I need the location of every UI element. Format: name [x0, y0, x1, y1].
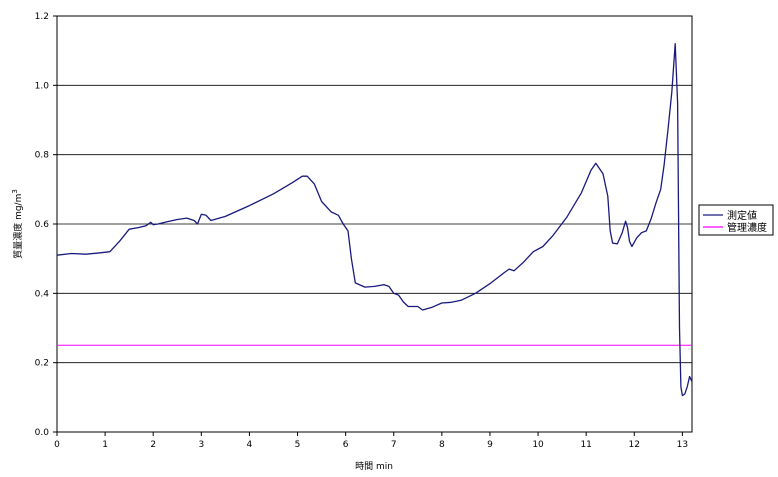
x-tick-label: 2 [150, 440, 156, 450]
x-tick-label: 0 [54, 440, 60, 450]
x-tick-label: 3 [198, 440, 204, 450]
y-axis-title: 質量濃度 mg/m3 [11, 189, 24, 259]
y-tick-label: 0.0 [35, 428, 50, 438]
x-tick-label: 4 [247, 440, 253, 450]
legend-label-measured: 測定値 [727, 209, 757, 222]
legend: 測定値 管理濃度 [698, 204, 774, 236]
y-tick-label: 0.2 [35, 359, 49, 369]
legend-box [698, 204, 774, 236]
x-tick-label: 10 [532, 440, 544, 450]
x-tick-label: 9 [487, 440, 493, 450]
x-tick-label: 12 [629, 440, 640, 450]
x-tick-label: 11 [580, 440, 591, 450]
x-tick-label: 6 [343, 440, 349, 450]
y-tick-label: 1.2 [35, 12, 49, 22]
x-axis-title: 時間 min [355, 461, 393, 472]
x-tick-label: 7 [391, 440, 397, 450]
x-tick-label: 8 [439, 440, 445, 450]
y-axis-title-superscript: 3 [11, 189, 19, 193]
series-line-measured [56, 43, 693, 397]
y-tick-label: 1.0 [35, 81, 50, 91]
x-tick-label: 13 [677, 440, 688, 450]
x-tick-label: 5 [295, 440, 301, 450]
y-tick-label: 0.6 [35, 220, 50, 230]
y-tick-label: 0.8 [35, 151, 50, 161]
y-tick-label: 0.4 [35, 289, 50, 299]
x-tick-label: 1 [102, 440, 108, 450]
legend-label-control: 管理濃度 [727, 221, 767, 234]
